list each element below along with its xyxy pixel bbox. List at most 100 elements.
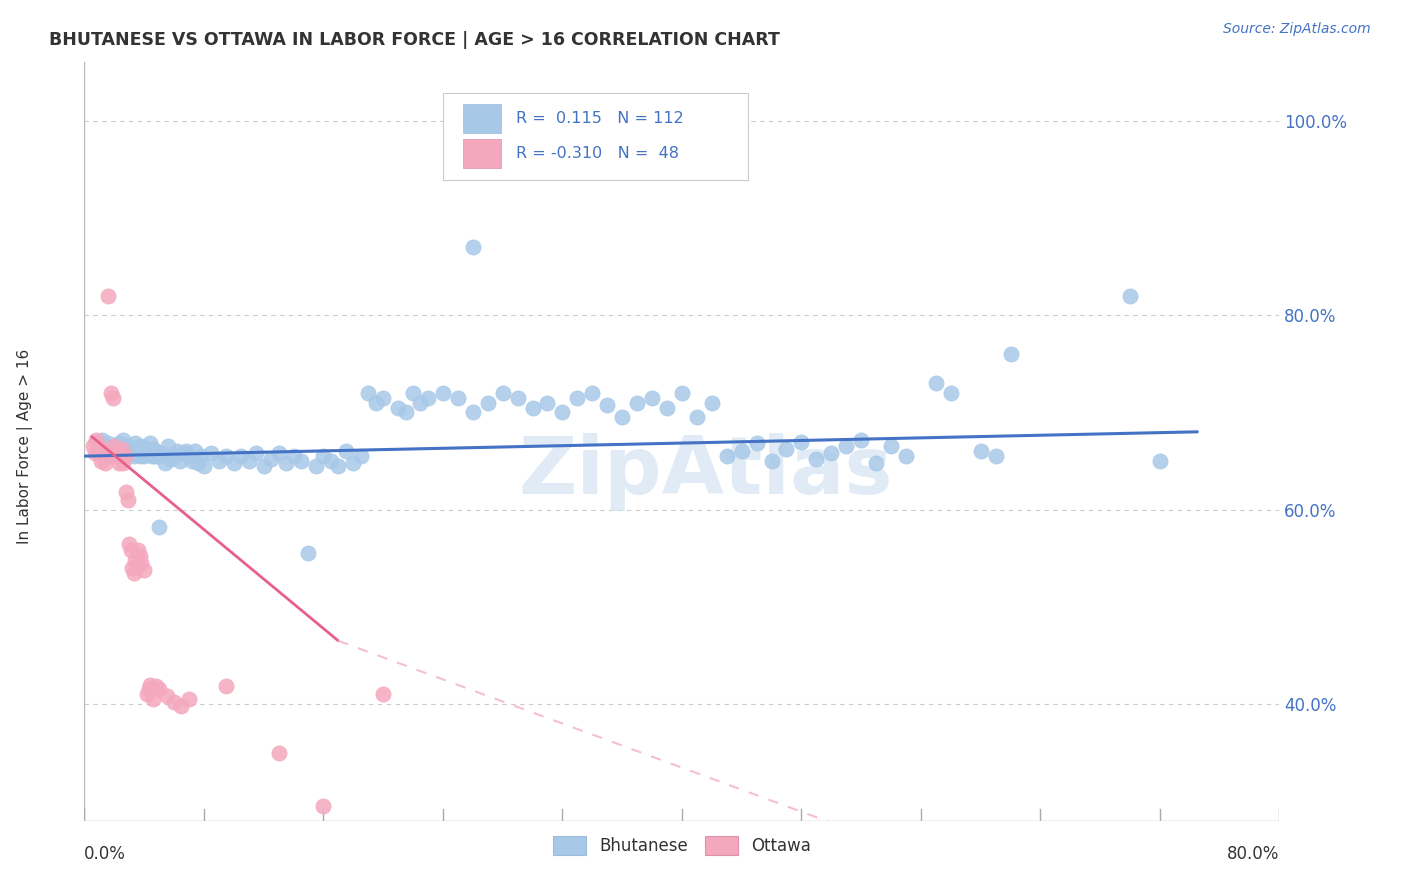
Point [409, 395, 432, 409]
Point [432, 386, 454, 401]
Point [129, 556, 152, 570]
Point [125, 446, 148, 460]
Point [136, 446, 159, 460]
Point [641, 391, 664, 405]
Point [686, 410, 709, 425]
Point [90, 454, 112, 468]
Point [1149, 454, 1171, 468]
Point [267, 446, 290, 460]
Point [138, 682, 160, 697]
Point [416, 391, 439, 405]
Point [894, 449, 917, 463]
Point [260, 452, 283, 467]
Point [387, 401, 409, 415]
Text: ZipAtlas: ZipAtlas [519, 433, 893, 511]
Point [274, 456, 297, 470]
Point [373, 391, 395, 405]
Point [835, 439, 858, 453]
Point [506, 391, 529, 405]
Point [145, 680, 167, 694]
Point [357, 386, 380, 401]
Point [215, 449, 238, 463]
Point [115, 485, 138, 500]
Point [128, 549, 150, 564]
Point [215, 680, 238, 694]
FancyBboxPatch shape [463, 139, 502, 169]
Point [655, 401, 678, 415]
Point [82, 439, 104, 453]
Point [120, 444, 142, 458]
Point [775, 442, 797, 457]
Point [107, 456, 129, 470]
Point [394, 405, 416, 419]
Point [127, 444, 149, 458]
Point [177, 692, 200, 706]
Point [124, 436, 146, 450]
Point [222, 456, 245, 470]
Point [174, 444, 197, 458]
Point [364, 395, 387, 409]
FancyBboxPatch shape [443, 93, 748, 180]
Point [100, 449, 122, 463]
Point [492, 386, 515, 401]
Point [150, 446, 173, 460]
Point [626, 395, 648, 409]
Point [93, 449, 115, 463]
Point [200, 446, 222, 460]
Point [138, 442, 160, 457]
Point [939, 386, 962, 401]
Point [89, 436, 111, 450]
Point [745, 436, 768, 450]
Point [132, 449, 156, 463]
Point [112, 456, 135, 470]
Point [122, 449, 145, 463]
Point [117, 439, 139, 453]
Point [522, 401, 544, 415]
Point [865, 456, 887, 470]
Point [83, 446, 105, 460]
Text: Source: ZipAtlas.com: Source: ZipAtlas.com [1223, 22, 1371, 37]
Point [153, 456, 176, 470]
Point [112, 433, 135, 447]
Point [253, 458, 276, 473]
Point [122, 566, 145, 580]
Point [984, 449, 1007, 463]
Point [117, 492, 139, 507]
Point [96, 444, 118, 458]
Point [238, 454, 260, 468]
Point [461, 405, 484, 419]
Point [536, 395, 558, 409]
Point [305, 458, 328, 473]
Point [820, 446, 842, 460]
Point [267, 746, 290, 760]
Point [671, 386, 693, 401]
Point [581, 386, 603, 401]
Point [125, 558, 148, 573]
Text: R = -0.310   N =  48: R = -0.310 N = 48 [516, 146, 679, 161]
Point [1000, 347, 1022, 361]
Point [97, 289, 120, 303]
Point [110, 446, 132, 460]
Text: 0.0%: 0.0% [84, 845, 127, 863]
Point [87, 444, 110, 458]
Point [111, 446, 134, 460]
Point [145, 444, 167, 458]
Point [89, 439, 111, 453]
Point [157, 439, 180, 453]
Point [731, 444, 754, 458]
Point [129, 439, 152, 453]
Point [290, 454, 312, 468]
Point [93, 439, 115, 453]
Point [104, 444, 127, 458]
Point [146, 449, 169, 463]
Point [187, 456, 209, 470]
Point [132, 563, 156, 577]
Point [136, 687, 159, 701]
Point [319, 454, 342, 468]
Point [163, 695, 186, 709]
Point [245, 446, 267, 460]
Point [880, 439, 903, 453]
Point [111, 442, 134, 457]
Point [283, 449, 305, 463]
Point [1119, 289, 1142, 303]
